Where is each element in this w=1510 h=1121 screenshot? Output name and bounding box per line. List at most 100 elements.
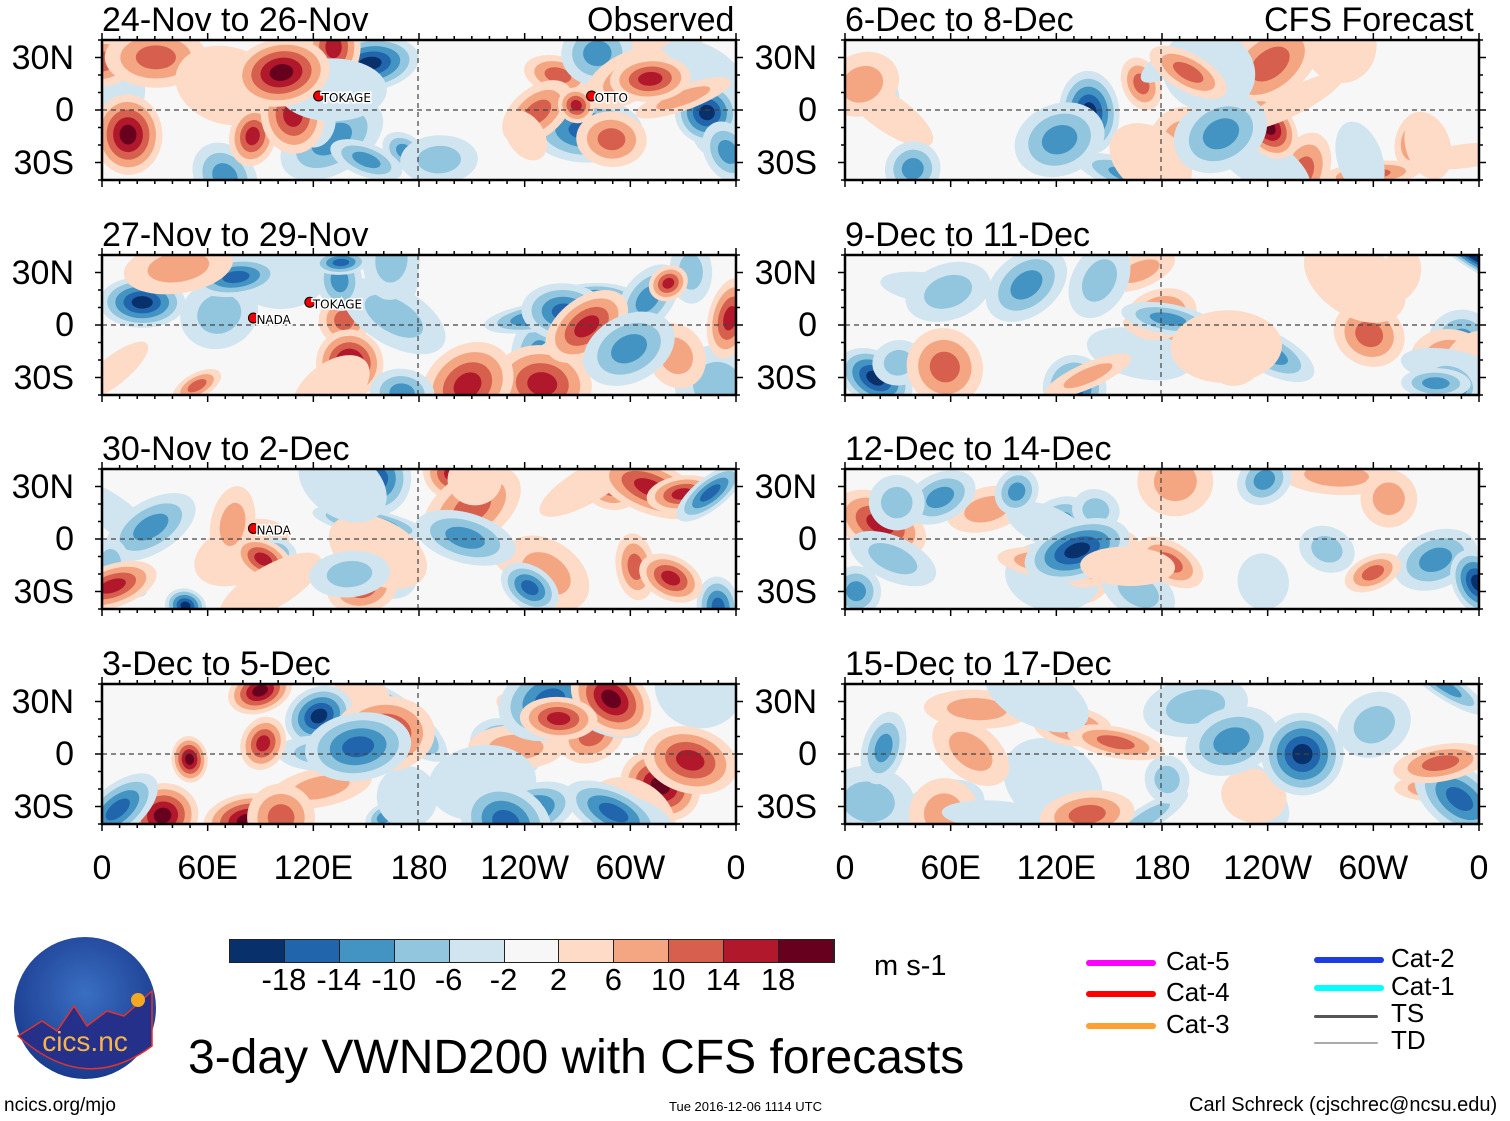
colorbar-tick-label: 10 bbox=[651, 962, 686, 997]
legend-label: Cat-3 bbox=[1166, 1009, 1230, 1039]
positive-anomaly bbox=[104, 40, 207, 88]
lon-label: 120E bbox=[273, 849, 354, 887]
positive-anomaly bbox=[1137, 469, 1214, 517]
negative-anomaly bbox=[884, 141, 941, 180]
storm-label: NADA bbox=[256, 313, 291, 327]
colorbar-tick-label: -10 bbox=[371, 962, 417, 997]
forecast-header: CFS Forecast bbox=[1264, 1, 1474, 39]
positive-anomaly bbox=[123, 255, 233, 295]
negative-anomaly bbox=[1237, 469, 1292, 506]
lat-label: 0 bbox=[55, 735, 74, 773]
legend-label: Cat-1 bbox=[1391, 971, 1455, 1001]
lon-label: 60E bbox=[920, 849, 981, 887]
vwnd-map-panel bbox=[95, 677, 743, 831]
positive-anomaly bbox=[504, 110, 548, 161]
colorbar-swatch bbox=[614, 940, 670, 962]
colorbar-swatch bbox=[394, 940, 450, 962]
negative-anomaly bbox=[1403, 684, 1479, 715]
negative-anomaly bbox=[362, 255, 420, 300]
colorbar-tick-label: 6 bbox=[604, 962, 622, 997]
positive-anomaly bbox=[233, 40, 330, 107]
colorbar-tick-label: 2 bbox=[549, 962, 568, 997]
vwnd-map-panel: NADA TOKAGE bbox=[95, 248, 743, 402]
lon-label: 0 bbox=[1469, 849, 1489, 887]
storm-label: NADA bbox=[256, 524, 291, 538]
legend-swatch bbox=[1086, 960, 1156, 966]
positive-anomaly bbox=[292, 355, 370, 395]
lat-label: 30N bbox=[754, 39, 817, 77]
negative-anomaly bbox=[330, 139, 403, 180]
negative-anomaly bbox=[1185, 706, 1278, 776]
positive-anomaly bbox=[240, 716, 287, 770]
colorbar-swatch bbox=[449, 940, 505, 962]
negative-anomaly bbox=[1103, 790, 1189, 824]
positive-anomaly bbox=[1170, 310, 1282, 383]
positive-anomaly bbox=[932, 716, 1010, 786]
positive-anomaly bbox=[1067, 724, 1165, 761]
negative-anomaly bbox=[309, 550, 390, 598]
panel-title: 15-Dec to 17-Dec bbox=[845, 645, 1112, 683]
lat-label: 0 bbox=[798, 306, 817, 344]
positive-anomaly bbox=[247, 783, 315, 824]
lat-label: 30N bbox=[11, 683, 74, 721]
negative-anomaly bbox=[313, 255, 369, 275]
svg-text:cics.nc: cics.nc bbox=[42, 1026, 128, 1057]
panel-title: 6-Dec to 8-Dec bbox=[845, 1, 1074, 39]
lat-label: 0 bbox=[55, 306, 74, 344]
vwnd-map-panel bbox=[838, 677, 1486, 831]
colorbar-swatch bbox=[230, 940, 285, 962]
positive-anomaly bbox=[1044, 353, 1132, 395]
positive-anomaly bbox=[1393, 743, 1479, 784]
positive-anomaly bbox=[1303, 255, 1406, 323]
lat-label: 30S bbox=[756, 359, 818, 397]
website-link[interactable]: ncics.org/mjo bbox=[4, 1095, 116, 1116]
negative-anomaly bbox=[849, 530, 937, 587]
positive-anomaly bbox=[102, 560, 157, 609]
lat-label: 0 bbox=[55, 91, 74, 129]
lon-label: 120W bbox=[1223, 849, 1313, 887]
colorbar-tick-label: -2 bbox=[489, 962, 518, 997]
negative-anomaly bbox=[369, 368, 435, 395]
positive-anomaly bbox=[447, 469, 502, 506]
negative-anomaly bbox=[305, 712, 412, 782]
lon-label: 60E bbox=[177, 849, 238, 887]
positive-anomaly bbox=[1080, 546, 1176, 586]
storm-label: TOKAGE bbox=[321, 91, 371, 105]
positive-anomaly bbox=[102, 341, 149, 395]
positive-anomaly bbox=[1302, 40, 1377, 84]
negative-anomaly bbox=[1428, 255, 1479, 288]
storm-label: OTTO bbox=[595, 91, 628, 105]
storm-track-icon bbox=[304, 296, 316, 308]
lon-label: 0 bbox=[92, 849, 112, 887]
negative-anomaly bbox=[905, 261, 991, 322]
negative-anomaly bbox=[860, 711, 907, 785]
negative-anomaly bbox=[1068, 255, 1131, 319]
lon-label: 60W bbox=[595, 849, 666, 887]
positive-anomaly bbox=[1244, 72, 1345, 130]
colorbar-swatch bbox=[669, 940, 725, 962]
negative-anomaly bbox=[1144, 755, 1190, 804]
negative-anomaly bbox=[676, 469, 736, 522]
panel-title: 12-Dec to 14-Dec bbox=[845, 430, 1112, 468]
legend-swatch bbox=[1086, 1023, 1156, 1029]
vwnd-map-panel: TOKAGE OTTO bbox=[95, 33, 743, 187]
colorbar bbox=[229, 939, 835, 963]
lon-label: 0 bbox=[726, 849, 746, 887]
storm-label: TOKAGE bbox=[312, 297, 362, 311]
negative-anomaly bbox=[500, 562, 559, 609]
colorbar-swatch bbox=[559, 940, 615, 962]
negative-anomaly bbox=[702, 121, 736, 180]
cics-logo: cics.nc bbox=[14, 937, 156, 1079]
positive-anomaly bbox=[635, 77, 731, 119]
positive-anomaly bbox=[609, 55, 691, 102]
positive-anomaly bbox=[845, 51, 900, 117]
lat-label: 30N bbox=[11, 254, 74, 292]
storm-track-icon bbox=[586, 90, 598, 102]
colorbar-tick-label: 14 bbox=[705, 962, 741, 997]
legend-label: Cat-4 bbox=[1166, 977, 1230, 1007]
negative-anomaly bbox=[985, 684, 1089, 733]
panel-title: 9-Dec to 11-Dec bbox=[845, 216, 1091, 254]
legend-swatch bbox=[1314, 1015, 1378, 1018]
legend-swatch bbox=[1314, 985, 1384, 991]
lat-label: 30S bbox=[13, 573, 75, 611]
